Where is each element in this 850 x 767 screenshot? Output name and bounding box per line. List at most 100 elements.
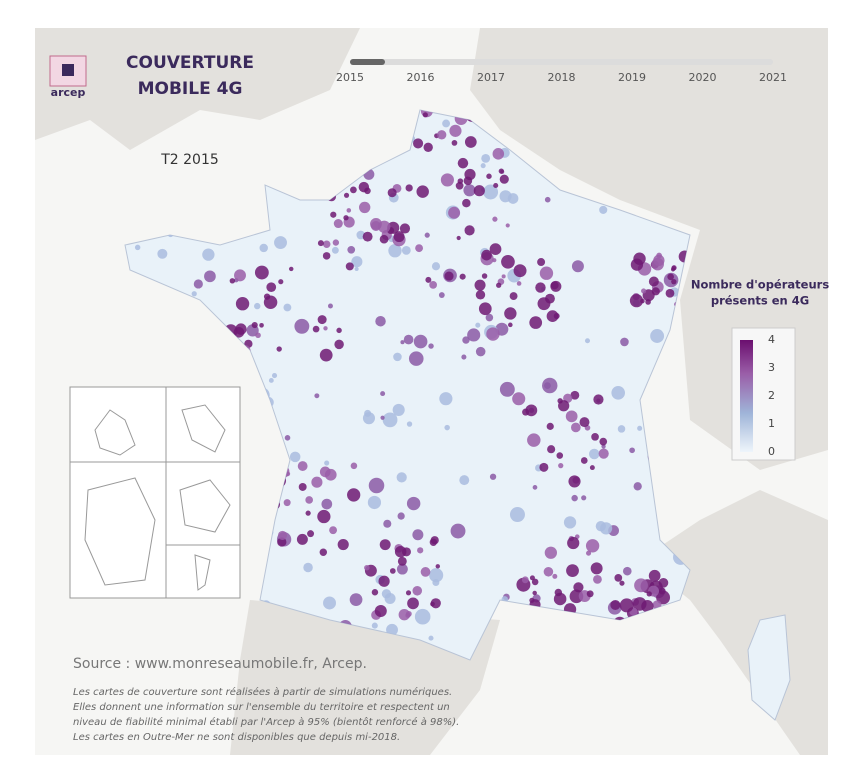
legend-tick-label: 4 (768, 333, 775, 346)
coverage-spot (531, 578, 539, 586)
coverage-spot (457, 157, 469, 169)
coverage-spot (322, 252, 331, 260)
coverage-spot (481, 273, 488, 279)
coverage-spot (314, 393, 320, 399)
coverage-spot (367, 495, 382, 510)
coverage-spot (586, 550, 592, 556)
coverage-spot (383, 519, 392, 528)
coverage-spot (444, 424, 450, 431)
coverage-spot (399, 223, 411, 234)
coverage-spot (566, 564, 579, 578)
coverage-spot (481, 249, 492, 261)
coverage-spot (428, 343, 434, 349)
coverage-spot (274, 236, 287, 250)
coverage-spot (656, 590, 671, 605)
logo: arcep (49, 55, 87, 99)
coverage-spot (288, 266, 294, 272)
coverage-spot (134, 244, 141, 251)
coverage-spot (570, 390, 580, 400)
timeline-year: 2016 (407, 71, 435, 84)
coverage-spot (599, 437, 608, 446)
coverage-spot (586, 590, 594, 598)
coverage-spot (589, 448, 600, 460)
coverage-spot (193, 279, 203, 289)
coverage-spot (389, 568, 396, 574)
coverage-spot (392, 403, 405, 416)
coverage-spot (617, 425, 626, 433)
coverage-spot (542, 377, 558, 394)
coverage-spot (492, 216, 498, 222)
coverage-spot (388, 244, 402, 258)
coverage-spot (610, 599, 621, 610)
coverage-spot (324, 460, 330, 466)
coverage-spot (593, 394, 604, 405)
coverage-spot (307, 530, 315, 538)
coverage-spot (629, 294, 644, 308)
coverage-spot (412, 529, 424, 541)
coverage-spot (268, 378, 274, 383)
coverage-spot (442, 119, 451, 128)
timeline-cursor[interactable] (350, 59, 385, 65)
timeline-year: 2018 (548, 71, 576, 84)
timeline-year: 2020 (689, 71, 717, 84)
coverage-spot (580, 457, 588, 464)
legend-tick-label: 2 (768, 389, 775, 402)
coverage-spot (463, 184, 476, 197)
coverage-spot (408, 351, 424, 366)
coverage-spot (337, 538, 349, 551)
legend-scale (740, 340, 753, 452)
coverage-spot (480, 163, 486, 169)
coverage-spot (406, 496, 421, 511)
coverage-spot (550, 281, 559, 290)
coverage-spot (535, 282, 546, 293)
coverage-spot (565, 410, 578, 423)
coverage-spot (579, 417, 590, 428)
coverage-spot (552, 573, 558, 579)
coverage-spot (645, 299, 651, 305)
coverage-spot (254, 265, 269, 280)
coverage-spot (521, 576, 529, 584)
coverage-spot (323, 596, 336, 610)
source: Source : www.monreseaumobile.fr, Arcep. (73, 656, 367, 672)
note-line: Les cartes en Outre-Mer ne sont disponib… (73, 732, 400, 743)
coverage-spot (377, 220, 391, 233)
coverage-spot (459, 475, 470, 486)
coverage-spot (347, 245, 356, 254)
coverage-spot (396, 563, 408, 575)
coverage-spot (620, 337, 629, 347)
coverage-spot (571, 260, 584, 273)
coverage-spot (276, 346, 282, 352)
coverage-spot (255, 332, 261, 339)
title: COUVERTURE (126, 53, 254, 73)
coverage-spot (467, 328, 481, 342)
coverage-spot (504, 307, 517, 320)
coverage-spot (591, 433, 599, 441)
coverage-spot (546, 310, 559, 323)
coverage-spot (571, 494, 578, 502)
period: T2 2015 (160, 152, 219, 168)
coverage-spot (492, 258, 497, 263)
coverage-spot (364, 409, 372, 417)
coverage-spot (429, 281, 437, 289)
coverage-spot (658, 577, 669, 588)
coverage-spot (381, 589, 392, 599)
coverage-spot (251, 321, 258, 329)
coverage-spot (461, 354, 467, 360)
coverage-spot (202, 248, 215, 261)
coverage-spot (464, 225, 475, 236)
coverage-spot (557, 398, 563, 404)
coverage-spot (303, 562, 313, 573)
coverage-spot (349, 593, 363, 606)
coverage-spot (435, 564, 441, 569)
coverage-spot (475, 322, 481, 328)
coverage-spot (599, 522, 613, 535)
coverage-spot (432, 578, 440, 586)
coverage-spot (333, 218, 343, 229)
coverage-spot (331, 246, 339, 254)
coverage-spot (462, 198, 471, 208)
coverage-spot (563, 516, 577, 529)
coverage-spot (259, 243, 268, 253)
coverage-spot (415, 244, 424, 253)
coverage-spot (323, 326, 328, 331)
coverage-spot (364, 564, 370, 571)
